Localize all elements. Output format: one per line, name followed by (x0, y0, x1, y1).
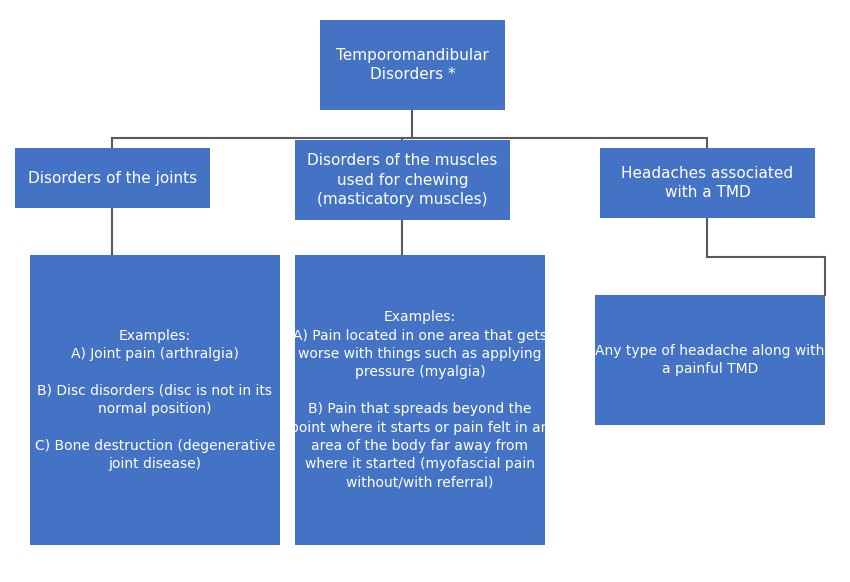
FancyBboxPatch shape (595, 295, 825, 425)
Text: Disorders of the muscles
used for chewing
(masticatory muscles): Disorders of the muscles used for chewin… (308, 152, 498, 207)
Text: Temporomandibular
Disorders *: Temporomandibular Disorders * (336, 48, 489, 83)
FancyBboxPatch shape (295, 140, 510, 220)
Text: Examples:
A) Joint pain (arthralgia)

B) Disc disorders (disc is not in its
norm: Examples: A) Joint pain (arthralgia) B) … (35, 329, 275, 471)
FancyBboxPatch shape (295, 255, 545, 545)
FancyBboxPatch shape (15, 148, 210, 208)
Text: Headaches associated
with a TMD: Headaches associated with a TMD (621, 166, 794, 200)
Text: Examples:
A) Pain located in one area that gets
worse with things such as applyi: Examples: A) Pain located in one area th… (291, 310, 550, 490)
FancyBboxPatch shape (600, 148, 815, 218)
Text: Any type of headache along with
a painful TMD: Any type of headache along with a painfu… (595, 344, 824, 376)
FancyBboxPatch shape (30, 255, 280, 545)
FancyBboxPatch shape (320, 20, 505, 110)
Text: Disorders of the joints: Disorders of the joints (28, 171, 197, 186)
